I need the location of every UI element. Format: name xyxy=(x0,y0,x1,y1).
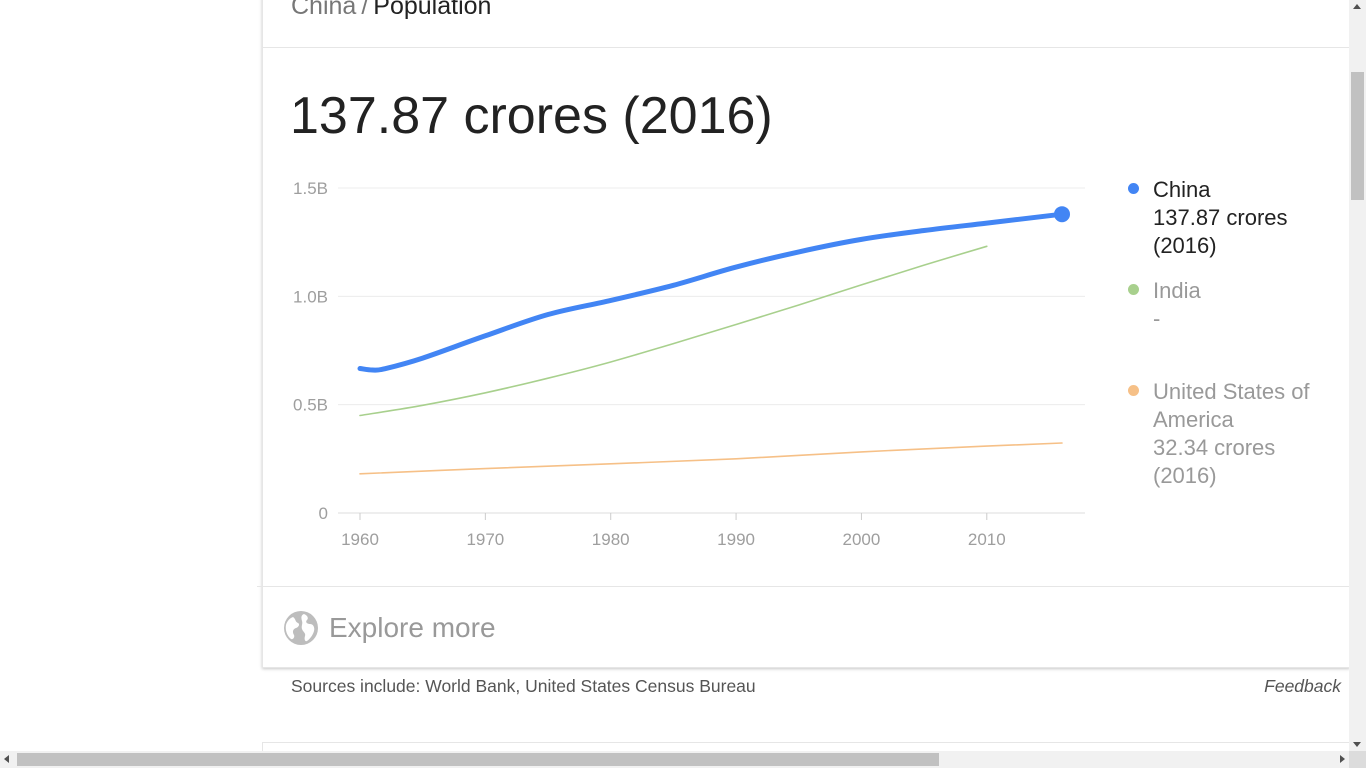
x-tick-label-2: 1980 xyxy=(592,530,630,549)
y-tick-label-1: 0.5B xyxy=(293,396,328,415)
vertical-scrollbar[interactable] xyxy=(1349,0,1366,751)
legend-name-usa-line-2: America xyxy=(1153,407,1234,432)
explore-more-label: Explore more xyxy=(329,612,496,643)
x-tick-label-0: 1960 xyxy=(341,530,379,549)
scroll-down-arrow-icon[interactable] xyxy=(1353,742,1361,747)
legend-value-china-line-1: 137.87 crores xyxy=(1153,205,1288,230)
population-line-chart: 0 0.5B 1.0B 1.5B 1960 1970 1980 1990 2000 2010 xyxy=(293,179,1085,549)
y-tick-label-3: 1.5B xyxy=(293,179,328,198)
legend-name-india: India xyxy=(1153,278,1201,303)
chart-series xyxy=(357,206,1070,475)
series-endpoint-china xyxy=(1054,206,1070,223)
legend-item-usa[interactable]: United States of America 32.34 crores (2… xyxy=(1128,378,1310,490)
header-divider xyxy=(263,47,1349,48)
explore-divider xyxy=(257,586,1350,587)
x-tick-label-1: 1970 xyxy=(466,530,504,549)
explore-more-link[interactable]: Explore more xyxy=(283,608,496,648)
legend-item-china[interactable]: China 137.87 crores (2016) xyxy=(1128,176,1288,260)
series-line-china xyxy=(357,211,1065,373)
scroll-up-arrow-icon[interactable] xyxy=(1353,4,1361,9)
breadcrumb-topic: Population xyxy=(373,0,492,20)
breadcrumb: China / Population xyxy=(291,0,491,21)
legend-dot-usa xyxy=(1128,385,1139,396)
feedback-link[interactable]: Feedback xyxy=(1264,676,1341,696)
legend-value-india: - xyxy=(1153,306,1161,331)
globe-icon xyxy=(284,611,318,645)
scrollbar-corner xyxy=(1349,751,1366,768)
breadcrumb-separator: / xyxy=(361,0,369,20)
x-tick-label-5: 2010 xyxy=(968,530,1006,549)
chart-tick-labels: 0 0.5B 1.0B 1.5B 1960 1970 1980 1990 2000 2010 xyxy=(293,179,1006,549)
vertical-scroll-thumb[interactable] xyxy=(1351,72,1364,200)
legend-value-usa-line-1: 32.34 crores xyxy=(1153,435,1276,460)
chart-gridlines xyxy=(338,187,1085,520)
y-tick-label-2: 1.0B xyxy=(293,287,328,306)
horizontal-scroll-thumb[interactable] xyxy=(17,753,939,766)
y-tick-label-0: 0 xyxy=(319,504,328,523)
legend-dot-china xyxy=(1128,183,1139,194)
x-tick-label-4: 2000 xyxy=(843,530,881,549)
population-headline: 137.87 crores (2016) xyxy=(290,87,773,145)
legend-value-usa-line-2: (2016) xyxy=(1153,463,1217,488)
series-line-usa xyxy=(359,442,1063,475)
legend-item-india[interactable]: India - xyxy=(1128,277,1201,333)
scroll-right-arrow-icon[interactable] xyxy=(1340,755,1345,763)
scroll-left-arrow-icon[interactable] xyxy=(4,755,9,763)
horizontal-scrollbar[interactable] xyxy=(0,751,1349,768)
x-tick-label-3: 1990 xyxy=(717,530,755,549)
legend-name-china: China xyxy=(1153,177,1211,202)
legend-value-china-line-2: (2016) xyxy=(1153,233,1217,258)
breadcrumb-country[interactable]: China xyxy=(291,0,357,20)
legend-name-usa-line-1: United States of xyxy=(1153,379,1310,404)
sources-text: Sources include: World Bank, United Stat… xyxy=(291,676,756,696)
knowledge-card xyxy=(262,0,1350,668)
series-line-india xyxy=(359,245,988,417)
legend-dot-india xyxy=(1128,284,1139,295)
